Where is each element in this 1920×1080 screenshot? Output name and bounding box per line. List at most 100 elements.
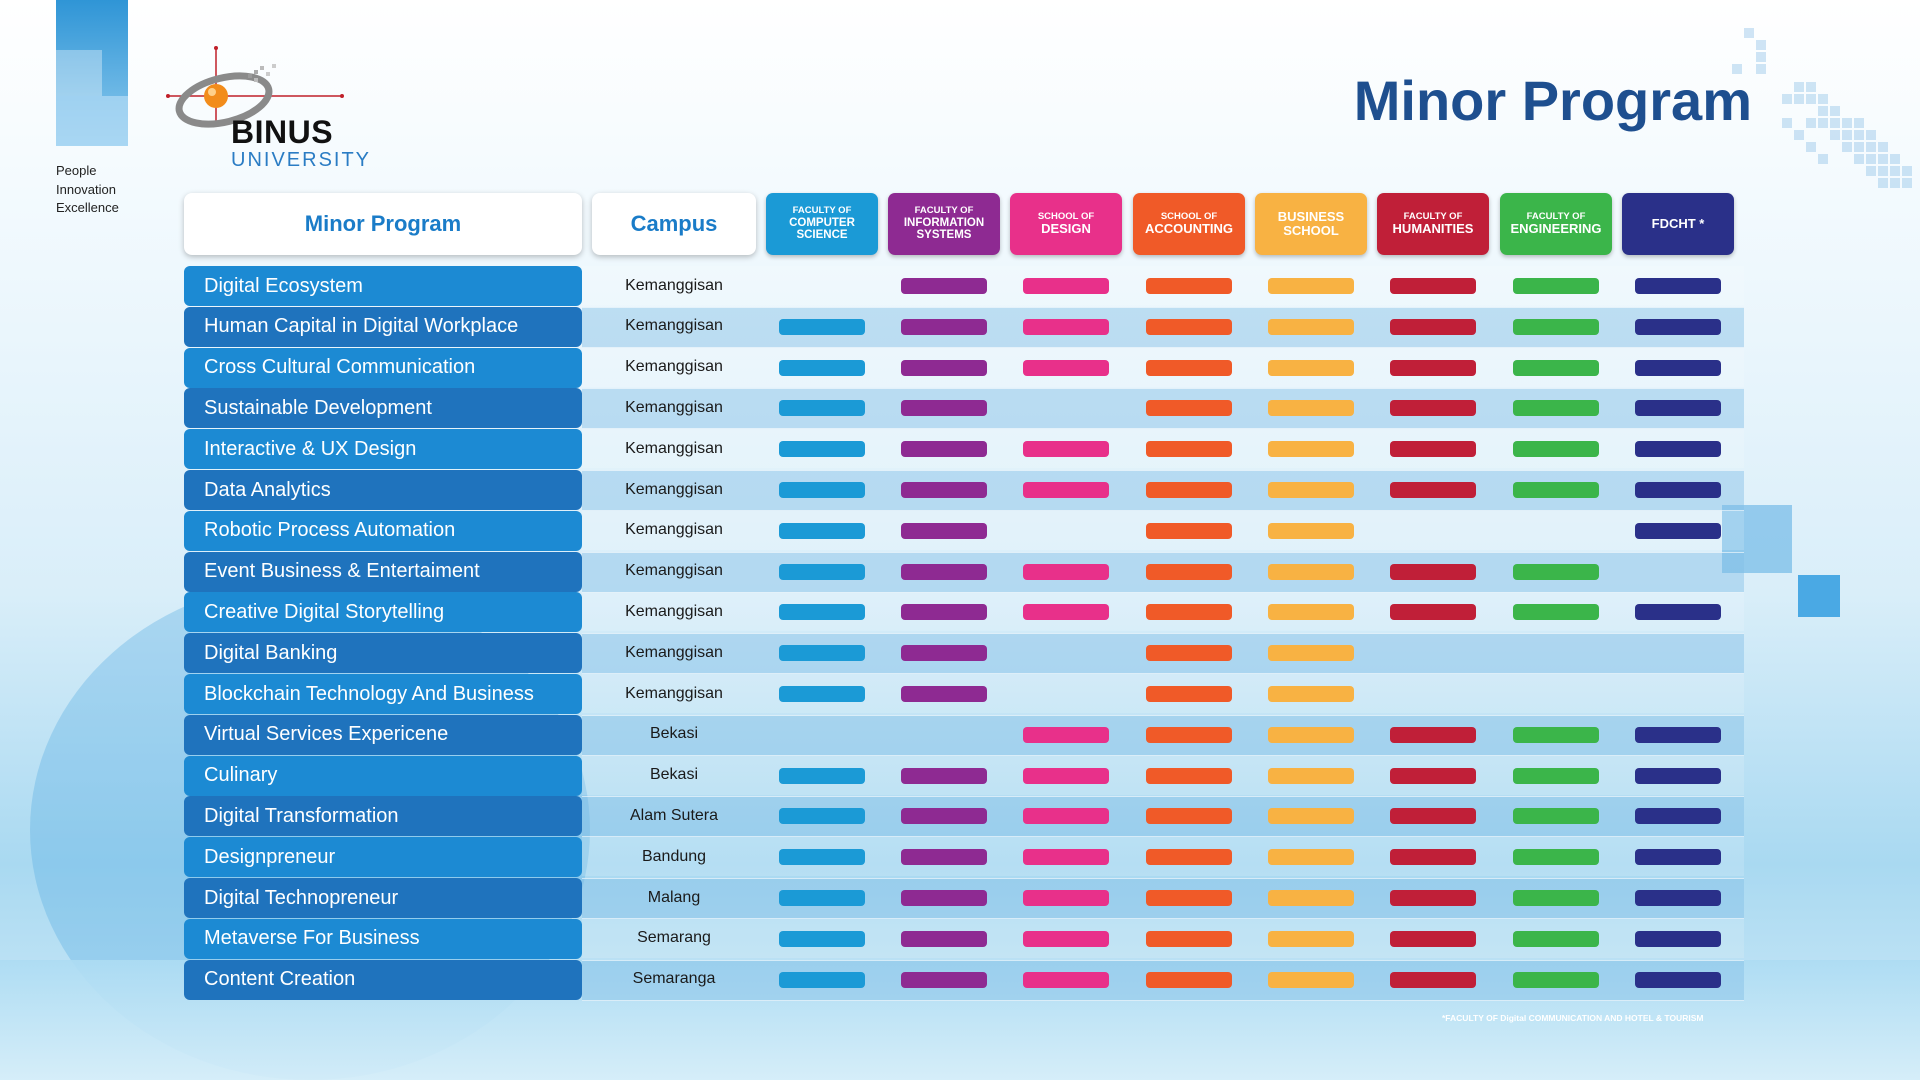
column-header-campus: Campus xyxy=(592,193,756,255)
table-row: Human Capital in Digital Workplace Kemang… xyxy=(184,306,1744,348)
decor-pixel xyxy=(1854,142,1864,152)
availability-pill-is xyxy=(901,686,987,702)
availability-pill-accounting xyxy=(1146,441,1232,458)
availability-pill-fdcht xyxy=(1635,359,1721,376)
campus-name: Kemanggisan xyxy=(625,562,723,580)
decor-pixel xyxy=(1794,94,1804,104)
availability-pill-humanities xyxy=(1390,849,1476,866)
decor-pixel xyxy=(1818,94,1828,104)
table-row: Virtual Services Expericene Bekasi xyxy=(184,714,1744,756)
availability-pill-cs xyxy=(779,441,865,458)
decor-pixel xyxy=(1818,154,1828,164)
campus-name: Alam Sutera xyxy=(629,806,719,824)
availability-pill-accounting xyxy=(1146,686,1232,702)
availability-pill-design xyxy=(1023,278,1109,294)
availability-pill-design xyxy=(1023,726,1109,743)
availability-pill-design xyxy=(1023,441,1109,458)
decor-square xyxy=(56,96,128,146)
program-name: Interactive & UX Design xyxy=(184,429,582,470)
availability-pill-business xyxy=(1268,890,1354,906)
faculty-header-line: SCHOOL OF xyxy=(1160,210,1218,222)
decor-pixel xyxy=(1756,52,1766,62)
column-header-program: Minor Program xyxy=(184,193,582,255)
decor-pixel xyxy=(1782,118,1792,128)
availability-pill-humanities xyxy=(1390,359,1476,376)
availability-pill-business xyxy=(1268,359,1354,376)
campus-name: Kemanggisan xyxy=(625,684,723,702)
availability-pill-business xyxy=(1268,645,1354,662)
availability-pill-accounting xyxy=(1146,359,1232,376)
campus-name: Malang xyxy=(647,888,701,906)
availability-pill-humanities xyxy=(1390,971,1476,988)
campus-name: Kemanggisan xyxy=(625,398,723,416)
decor-pixel xyxy=(1830,106,1840,116)
availability-pill-is xyxy=(901,808,987,825)
table-row: Metaverse For Business Semarang xyxy=(184,918,1744,959)
program-name: Sustainable Development xyxy=(184,388,582,429)
decor-pixel xyxy=(1878,166,1888,176)
campus-name: Bekasi xyxy=(649,766,699,784)
program-name: Content Creation xyxy=(184,959,582,1000)
availability-pill-humanities xyxy=(1390,930,1476,947)
availability-pill-business xyxy=(1268,930,1354,947)
faculty-header-line: ENGINEERING xyxy=(1510,221,1602,237)
availability-pill-is xyxy=(901,278,987,294)
table-row: Culinary Bekasi xyxy=(184,755,1744,796)
availability-pill-is xyxy=(901,359,987,376)
availability-pill-accounting xyxy=(1146,890,1232,906)
program-name: Digital Banking xyxy=(184,633,582,674)
table-row: Creative Digital Storytelling Kemanggisan xyxy=(184,592,1744,633)
availability-pill-accounting xyxy=(1146,930,1232,947)
availability-pill-business xyxy=(1268,441,1354,458)
table-row: Sustainable Development Kemanggisan xyxy=(184,388,1744,430)
availability-pill-humanities xyxy=(1390,808,1476,825)
availability-pill-cs xyxy=(779,522,865,539)
decor-pixel xyxy=(1902,166,1912,176)
faculty-header-line: DESIGN xyxy=(1041,221,1091,237)
campus-name: Kemanggisan xyxy=(625,521,723,539)
faculty-header-humanities: FACULTY OF HUMANITIES xyxy=(1377,193,1489,255)
availability-pill-cs xyxy=(779,686,865,702)
availability-pill-engineering xyxy=(1513,278,1599,294)
decor-pixel xyxy=(1818,118,1828,128)
availability-pill-engineering xyxy=(1513,930,1599,947)
campus-name: Kemanggisan xyxy=(625,480,723,498)
program-name: Human Capital in Digital Workplace xyxy=(184,306,582,347)
availability-pill-design xyxy=(1023,890,1109,906)
decor-pixel xyxy=(1866,166,1876,176)
availability-pill-fdcht xyxy=(1635,726,1721,743)
logo-subtitle: UNIVERSITY xyxy=(231,149,372,171)
availability-pill-design xyxy=(1023,971,1109,988)
table-row: Digital Technopreneur Malang xyxy=(184,878,1744,919)
decor-pixel xyxy=(1806,82,1816,92)
page-title: Minor Program xyxy=(1353,69,1752,132)
availability-pill-humanities xyxy=(1390,482,1476,498)
availability-pill-business xyxy=(1268,482,1354,498)
availability-pill-fdcht xyxy=(1635,971,1721,988)
faculty-header-line: FDCHT * xyxy=(1651,215,1705,231)
faculty-header-line: SCHOOL OF xyxy=(1037,210,1095,222)
availability-pill-engineering xyxy=(1513,563,1599,580)
faculty-header-design: SCHOOL OF DESIGN xyxy=(1010,193,1122,255)
availability-pill-business xyxy=(1268,849,1354,866)
decor-pixel xyxy=(1866,130,1876,140)
program-name: Creative Digital Storytelling xyxy=(184,592,582,633)
availability-pill-is xyxy=(901,849,987,866)
decor-pixel xyxy=(1842,142,1852,152)
program-name: Blockchain Technology And Business xyxy=(184,674,582,714)
program-name: Digital Technopreneur xyxy=(184,878,582,918)
availability-pill-is xyxy=(901,890,987,906)
program-name: Metaverse For Business xyxy=(184,918,582,959)
table-row: Robotic Process Automation Kemanggisan xyxy=(184,510,1744,551)
availability-pill-business xyxy=(1268,767,1354,784)
availability-pill-cs xyxy=(779,971,865,988)
table-row: Interactive & UX Design Kemanggisan xyxy=(184,429,1744,470)
decor-pixel xyxy=(1842,130,1852,140)
availability-pill-is xyxy=(901,930,987,947)
availability-pill-business xyxy=(1268,318,1354,335)
decor-pixel xyxy=(1794,82,1804,92)
decor-pixel xyxy=(1866,154,1876,164)
decor-pixel xyxy=(1890,154,1900,164)
faculty-header-business: BUSINESS SCHOOL xyxy=(1255,193,1367,255)
availability-pill-design xyxy=(1023,849,1109,866)
